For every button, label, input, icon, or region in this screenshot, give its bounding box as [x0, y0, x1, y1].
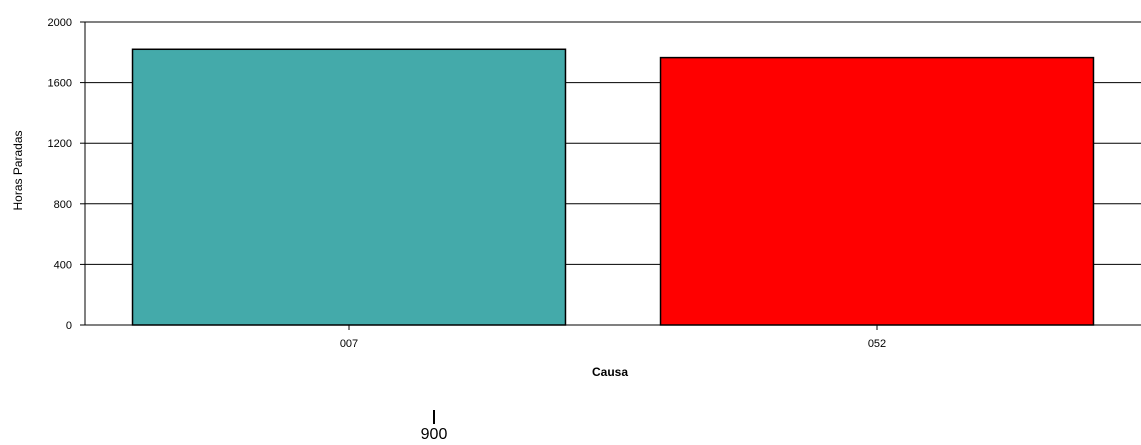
footer-tick-mark — [433, 410, 435, 424]
bars — [131, 48, 1095, 326]
y-tick-label: 0 — [66, 320, 72, 332]
bar-007 — [131, 48, 567, 326]
x-axis-title: Causa — [592, 365, 628, 379]
y-tick-label: 400 — [54, 259, 72, 271]
y-tick-label: 1200 — [48, 138, 72, 150]
x-axis-ticks: 007 052 — [340, 325, 886, 350]
footer-label: 900 — [420, 426, 448, 443]
y-axis-title: Horas Paradas — [11, 130, 25, 210]
y-tick-label: 2000 — [48, 17, 72, 29]
y-axis-ticks: 0 400 800 1200 1600 2000 — [48, 17, 85, 332]
y-tick-label: 1600 — [48, 78, 72, 90]
bar-chart: 0 400 800 1200 1600 2000 007 052 Causa Horas P… — [11, 17, 1141, 379]
y-tick-label: 800 — [54, 199, 72, 211]
bar-052 — [659, 56, 1095, 326]
x-tick-label: 007 — [340, 338, 358, 350]
x-tick-label: 052 — [868, 338, 886, 350]
